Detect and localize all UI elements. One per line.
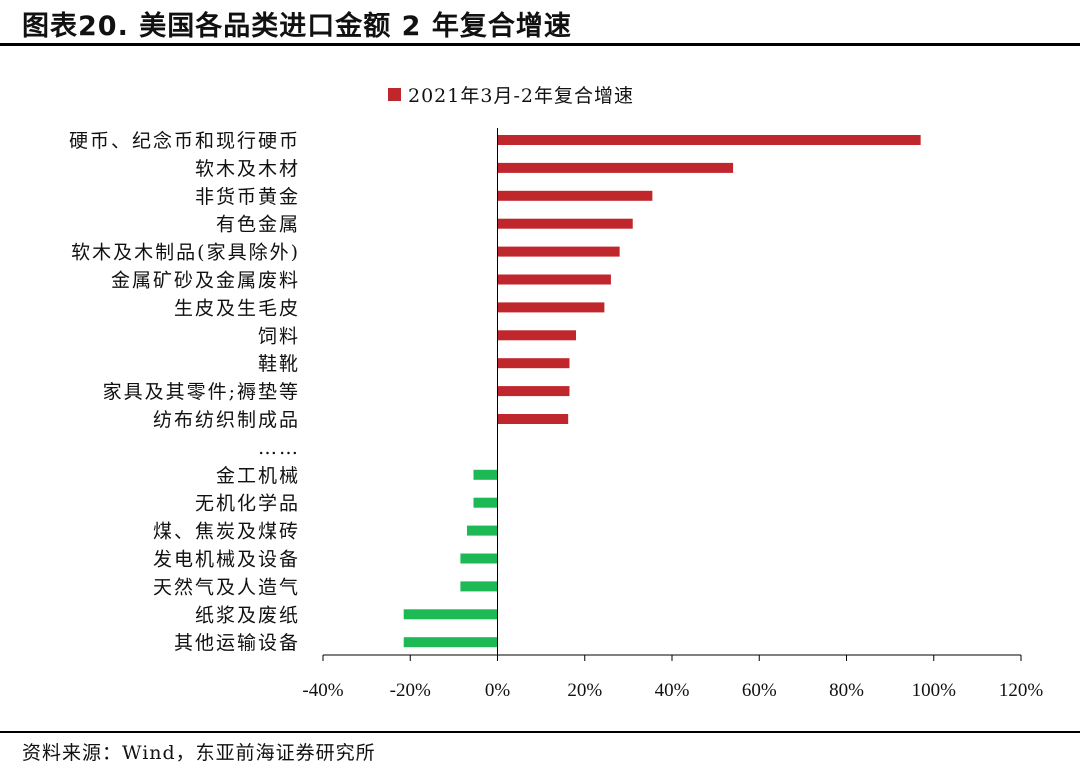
category-label: 软木及木材	[195, 158, 300, 180]
category-label: 鞋靴	[258, 353, 300, 375]
bar-9	[497, 386, 570, 397]
bar-6	[497, 302, 605, 313]
bar-1	[497, 162, 734, 173]
x-tick-label: 80%	[829, 680, 864, 701]
category-label: 软木及木制品(家具除外)	[71, 242, 300, 264]
category-label: 金属矿砂及金属废料	[111, 270, 300, 292]
x-tick-label: 100%	[912, 680, 957, 701]
category-label: 饲料	[258, 325, 300, 347]
bar-3	[497, 218, 633, 229]
bar-10	[497, 414, 569, 424]
category-label: 纺布纺织制成品	[153, 409, 300, 431]
bar-15	[460, 553, 498, 564]
bar-18	[403, 637, 498, 648]
chart-legend: 2021年3月-2年复合增速	[388, 85, 634, 107]
x-tick-label: 120%	[999, 680, 1044, 701]
legend-label: 2021年3月-2年复合增速	[408, 85, 634, 107]
bar-16	[460, 581, 498, 592]
bar-5	[497, 274, 611, 285]
category-label: 纸浆及废纸	[195, 604, 300, 626]
category-label: 生皮及生毛皮	[174, 297, 300, 319]
category-label: 金工机械	[216, 465, 300, 487]
bar-13	[473, 497, 498, 508]
bar-17	[403, 609, 498, 620]
x-tick-label: -20%	[390, 680, 431, 701]
bar-0	[497, 135, 921, 145]
bar-12	[473, 469, 498, 480]
source-note: 资料来源：Wind，东亚前海证券研究所	[22, 742, 376, 764]
category-label: 天然气及人造气	[153, 576, 300, 598]
category-label: ……	[258, 437, 300, 459]
x-tick-label: 0%	[485, 680, 511, 701]
category-label: 发电机械及设备	[153, 549, 300, 571]
legend-swatch	[388, 88, 401, 101]
x-tick-label: 20%	[567, 680, 602, 701]
category-label: 家具及其零件;褥垫等	[103, 381, 300, 403]
bar-7	[497, 330, 577, 341]
bar-14	[466, 525, 498, 536]
footer-divider	[0, 731, 1080, 733]
category-label: 其他运输设备	[174, 632, 300, 654]
bar-8	[497, 358, 570, 369]
category-label: 非货币黄金	[195, 186, 300, 208]
title-divider	[0, 43, 1080, 46]
x-tick-label: 60%	[742, 680, 777, 701]
category-label: 煤、焦炭及煤砖	[153, 521, 300, 543]
category-label: 无机化学品	[195, 493, 300, 515]
x-tick-label: -40%	[302, 680, 343, 701]
x-tick-label: 40%	[655, 680, 690, 701]
page-title: 图表20. 美国各品类进口金额 2 年复合增速	[22, 11, 572, 42]
category-label: 硬币、纪念币和现行硬币	[69, 129, 300, 152]
category-label: 有色金属	[216, 214, 300, 236]
bar-chart: 2021年3月-2年复合增速 硬币、纪念币和现行硬币软木及木材非货币黄金有色金属…	[69, 85, 1044, 701]
bar-4	[497, 246, 620, 257]
bar-2	[497, 190, 653, 201]
